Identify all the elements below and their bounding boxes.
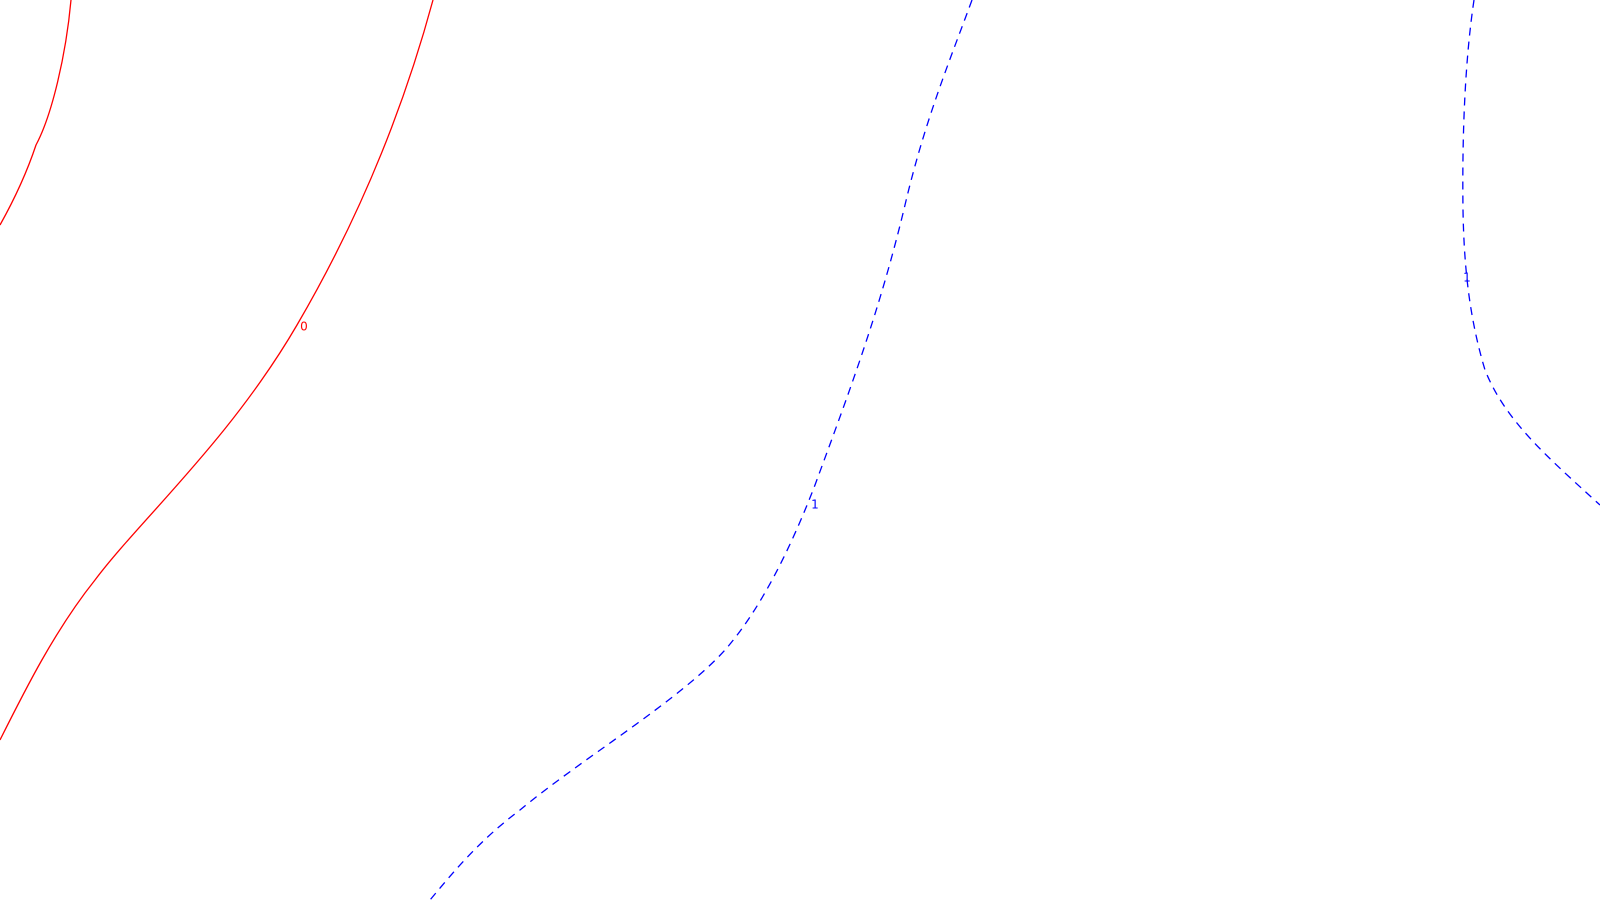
contour-label-zero: 0 xyxy=(300,320,308,334)
contour-label-one-center: 1 xyxy=(811,498,819,512)
contour-line-red-zero xyxy=(0,0,434,741)
contour-label-one-right: 1 xyxy=(1463,271,1471,285)
contour-line-blue-one-center xyxy=(429,0,973,900)
contour-line-blue-one-right xyxy=(1462,0,1600,506)
contour-line-red-arc-upper-left xyxy=(0,0,72,226)
